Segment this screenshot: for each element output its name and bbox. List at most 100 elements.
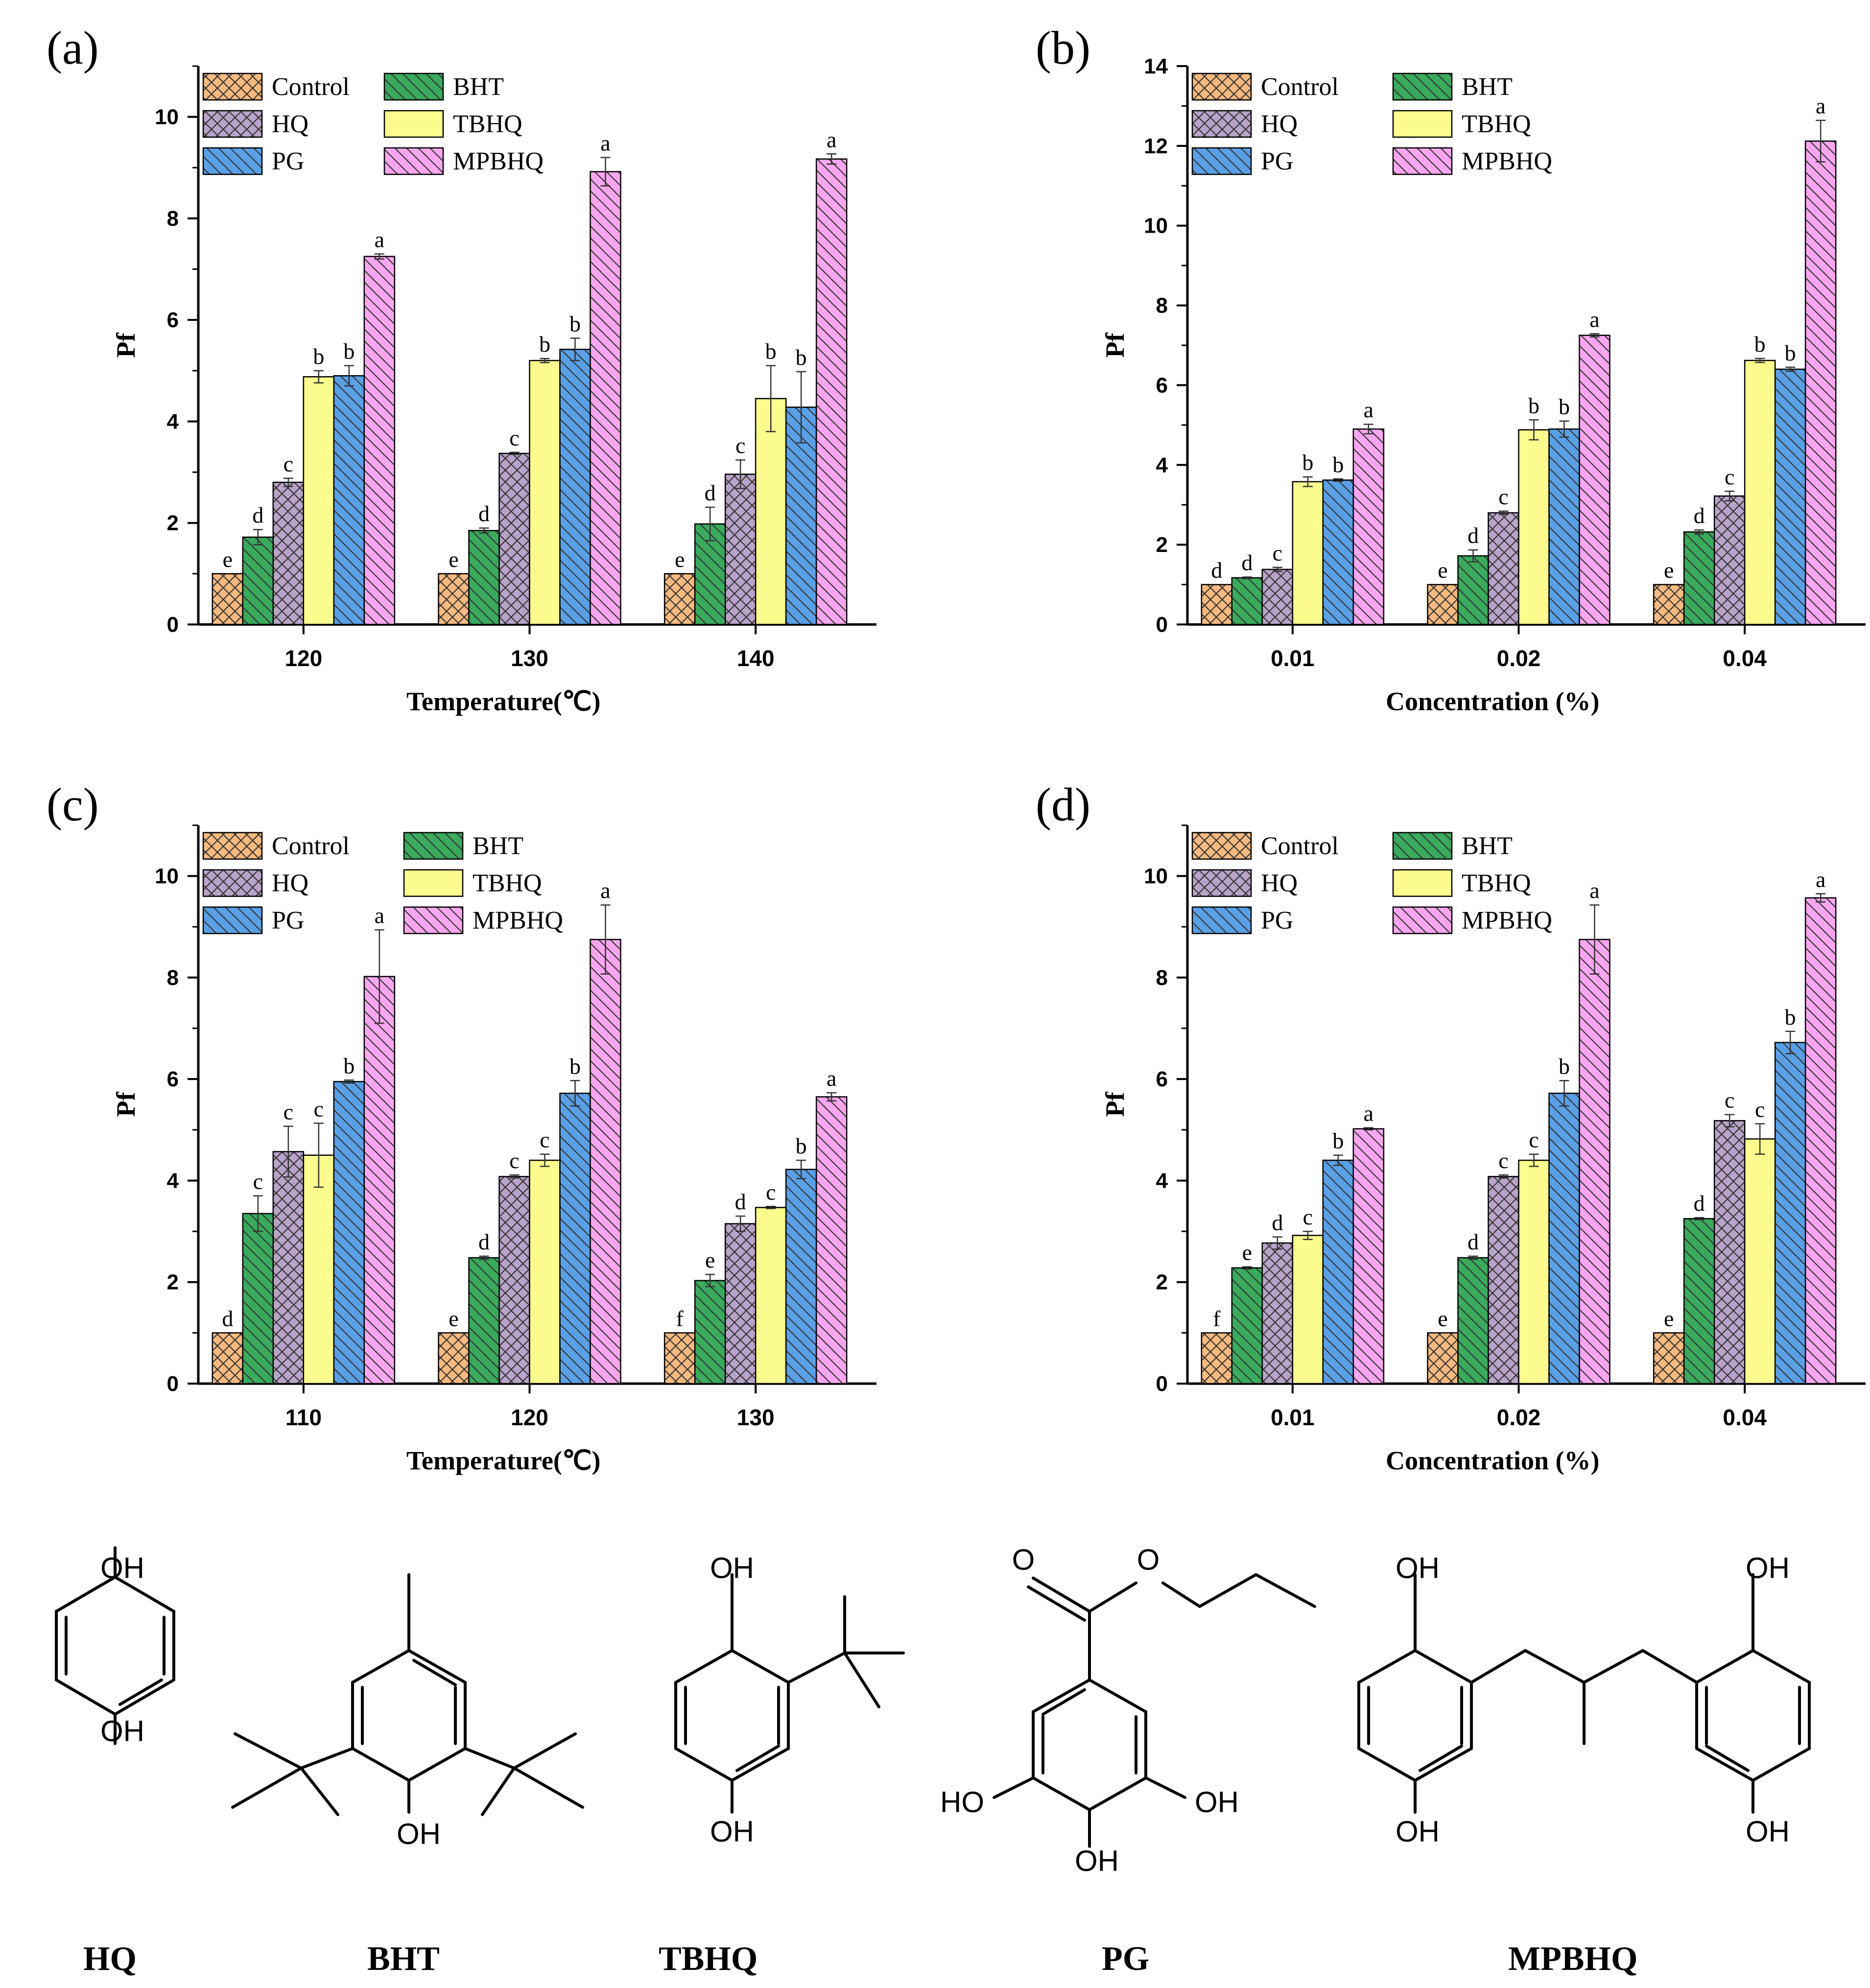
panel-0-sig-label: a [375, 227, 384, 252]
panel-0-bar-pg [559, 349, 591, 625]
hq-oh-bottom: OH [100, 1715, 144, 1748]
panel-0-bar-tbhq [755, 398, 787, 625]
panel-2-sig-label: b [569, 1054, 581, 1078]
panel-2-sig-label: a [375, 903, 384, 928]
panel-3-sig-label: e [1242, 1240, 1252, 1265]
panel-0-sig-label: e [223, 547, 233, 572]
panel-2-label: (c) [47, 778, 99, 831]
mpbhq-oh-left-top: OH [1396, 1552, 1440, 1584]
panel-0-legend-swatch-pg [202, 147, 263, 175]
panel-2-xtick-label: 110 [285, 1405, 322, 1430]
panel-2-bar-mpbhq [363, 976, 396, 1385]
panel-1-legend-swatch-pg [1191, 147, 1252, 175]
panel-0-ytick-label: 4 [167, 409, 179, 433]
panel-0-legend-label-bht: BHT [453, 73, 504, 101]
panel-2-legend-label-pg: PG [272, 907, 304, 934]
panel-2-ytick-label: 0 [167, 1372, 179, 1396]
panel-3-sig-label: b [1332, 1128, 1344, 1153]
panel-0-sig-label: c [735, 433, 745, 458]
panel-0-bar-bht [468, 530, 500, 625]
structure-pg [993, 1573, 1316, 1848]
panel-2-bar-pg [559, 1092, 591, 1385]
panel-1-bar-bht [1683, 531, 1715, 625]
panel-3-ytick-label: 0 [1156, 1372, 1168, 1396]
panel-3-sig-label: b [1559, 1054, 1570, 1078]
panel-0-bar-bht [242, 536, 274, 625]
panel-3-legend-label-bht: BHT [1462, 832, 1513, 860]
panel-1-bar-bht [1231, 577, 1263, 625]
panel-1-sig-label: d [1694, 503, 1705, 528]
panel-0-legend-label-pg: PG [272, 147, 304, 175]
panel-2-sig-label: c [540, 1127, 549, 1152]
structure-name-hq: HQ [83, 1940, 137, 1978]
panel-2-sig-label: f [676, 1306, 684, 1331]
panel-1-sig-label: c [1498, 484, 1508, 509]
panel-0-bar-hq [724, 473, 757, 625]
panel-2-bar-mpbhq [815, 1096, 848, 1385]
panel-1-ytick-label: 6 [1156, 373, 1168, 397]
structure-name-bht: BHT [367, 1940, 440, 1978]
panel-1-bar-hq [1261, 569, 1294, 625]
panel-0-bar-mpbhq [590, 171, 621, 625]
panel-2-sig-label: c [253, 1169, 263, 1194]
panel-1-sig-label: b [1332, 452, 1344, 477]
panel-0-xtick-label: 140 [737, 646, 775, 671]
panel-1-sig-label: c [1273, 541, 1282, 566]
structure-mpbhq [1357, 1573, 1811, 1814]
panel-2-ylabel: Pf [111, 1091, 141, 1117]
bht-oh: OH [397, 1818, 441, 1850]
panel-3-legend-swatch-bht [1392, 832, 1453, 860]
panel-0-legend-swatch-bht [383, 72, 444, 101]
mpbhq-oh-left-bottom: OH [1396, 1815, 1440, 1848]
panel-3-sig-label: c [1303, 1204, 1313, 1229]
panel-0-ylabel: Pf [111, 332, 141, 358]
panel-3-sig-label: c [1529, 1127, 1539, 1152]
panel-2-bar-tbhq [303, 1154, 335, 1385]
panel-1-xtick-label: 0.01 [1271, 646, 1315, 671]
panel-0-sig-label: b [765, 338, 777, 363]
panel-2-legend-label-control: Control [272, 832, 350, 860]
panel-1-bar-hq [1488, 512, 1519, 625]
panel-1-legend-swatch-mpbhq [1392, 147, 1453, 175]
panel-3-legend-label-hq: HQ [1261, 869, 1298, 897]
panel-3-bar-hq [1713, 1120, 1746, 1385]
panel-1-xtick-label: 0.04 [1723, 646, 1767, 671]
panel-0-legend-swatch-control [202, 72, 263, 101]
panel-0-sig-label: a [600, 131, 610, 156]
panel-2-sig-label: b [343, 1053, 355, 1078]
panel-3-xtick-label: 0.02 [1497, 1405, 1541, 1430]
panel-0-sig-label: b [539, 332, 550, 357]
panel-2-bar-hq [724, 1223, 757, 1385]
tbhq-oh-bottom: OH [710, 1815, 754, 1848]
panel-3-bar-hq [1261, 1242, 1294, 1385]
panel-0-sig-label: d [705, 480, 716, 505]
panel-3-sig-label: d [1272, 1210, 1283, 1235]
panel-3-bar-tbhq [1744, 1138, 1776, 1385]
panel-2-bar-bht [242, 1213, 274, 1385]
panel-0-bar-tbhq [529, 359, 561, 625]
panel-3-legend-label-mpbhq: MPBHQ [1462, 907, 1552, 934]
pg-ester-o: O [1137, 1543, 1160, 1576]
panel-2-sig-label: a [827, 1066, 836, 1091]
panel-1-sig-label: a [1589, 307, 1599, 332]
panel-3-sig-label: a [1589, 878, 1599, 903]
panel-3-bar-tbhq [1292, 1235, 1324, 1385]
panel-0-sig-label: b [343, 338, 355, 363]
panel-3-bar-tbhq [1518, 1159, 1550, 1385]
panel-0-legend-label-tbhq: TBHQ [453, 110, 522, 138]
panel-2-bar-bht [694, 1280, 726, 1385]
panel-1-sig-label: a [1364, 397, 1373, 422]
panel-2-xtick-label: 120 [511, 1405, 548, 1430]
panel-3-sig-label: c [1498, 1148, 1508, 1173]
panel-1-xtick-label: 0.02 [1497, 646, 1541, 671]
panel-3-xlabel: Concentration (%) [1386, 1446, 1599, 1475]
panel-1-sig-label: e [1664, 558, 1674, 583]
panel-3-sig-label: e [1438, 1306, 1447, 1331]
hq-oh-top: OH [100, 1552, 144, 1584]
panel-2-bar-control [212, 1332, 244, 1385]
panel-1-bar-tbhq [1744, 359, 1776, 625]
panel-2-bar-control [663, 1332, 696, 1385]
panel-1-legend-swatch-control [1191, 72, 1252, 101]
panel-1-ytick-label: 2 [1156, 533, 1168, 557]
